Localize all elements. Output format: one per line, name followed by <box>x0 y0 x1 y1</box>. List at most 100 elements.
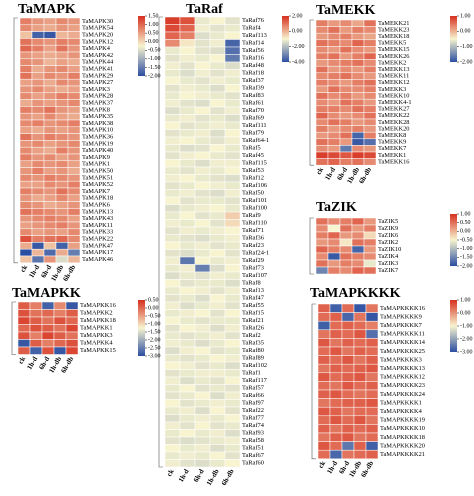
heatmap-cell <box>41 309 55 318</box>
heatmap-cell <box>179 324 196 333</box>
heatmap-cell <box>179 181 196 190</box>
heatmap-cell <box>67 194 81 202</box>
heatmap-cell <box>209 196 226 205</box>
colorbar-label: 0.00 <box>148 39 159 45</box>
heatmap-cell <box>339 145 353 153</box>
heatmap-cell <box>341 398 355 408</box>
row-label: TaRaf79 <box>242 130 264 137</box>
heatmap-cell <box>31 180 45 189</box>
column-label: ck <box>165 468 175 478</box>
heatmap-cell <box>179 211 196 220</box>
heatmap-cell <box>179 429 196 438</box>
heatmap-cell <box>164 421 181 430</box>
heatmap-cell <box>179 226 196 235</box>
heatmap-cell <box>351 26 365 34</box>
heatmap-cell <box>209 204 226 213</box>
heatmap-cell <box>194 234 211 243</box>
heatmap-cell <box>194 151 211 160</box>
dendrogram <box>158 16 163 468</box>
heatmap-cell <box>164 211 181 220</box>
row-label: TaMEKK27 <box>378 106 410 113</box>
heatmap-cell <box>327 46 341 54</box>
heatmap-cell <box>29 301 43 310</box>
heatmap-cell <box>164 136 181 145</box>
heatmap-cell <box>209 279 226 288</box>
heatmap-cell <box>55 248 69 257</box>
heatmap-cell <box>67 51 81 60</box>
colorbar-label: -2.00 <box>460 263 473 269</box>
heatmap-cell <box>315 259 329 268</box>
heatmap-cell <box>164 271 181 280</box>
heatmap-cell <box>194 204 211 213</box>
heatmap-cell <box>55 174 69 182</box>
heatmap-cell <box>55 119 69 128</box>
heatmap-cell <box>209 301 226 310</box>
heatmap-cell <box>353 346 367 356</box>
heatmap-cell <box>179 451 196 460</box>
row-label: TaRaf8 <box>242 280 261 287</box>
row-label: TaRaf97 <box>242 400 265 407</box>
heatmap-panel: TaMAPKTaMAPK30TaMAPK54TaMAPK20TaMAPK12Ta… <box>13 2 161 283</box>
heatmap-cell <box>67 228 81 236</box>
heatmap-cell <box>327 19 341 27</box>
heatmap-cell <box>363 112 377 120</box>
heatmap-cell <box>19 85 33 94</box>
heatmap-cell <box>164 286 181 295</box>
row-label: TaRaf35 <box>242 340 264 347</box>
heatmap-cell <box>164 256 181 265</box>
panel-title: TaMAPKKKK <box>310 286 401 301</box>
heatmap-cell <box>31 167 45 175</box>
heatmap-cell <box>351 19 365 27</box>
heatmap-cell <box>194 361 211 370</box>
heatmap-cell <box>224 16 241 25</box>
heatmap-cell <box>363 105 377 113</box>
heatmap-cell <box>315 52 329 60</box>
heatmap-cell <box>164 444 181 453</box>
heatmap-cell <box>209 24 226 33</box>
heatmap-cell <box>179 271 196 280</box>
heatmap-cell <box>55 99 69 107</box>
heatmap-cell <box>194 309 211 318</box>
heatmap-cell <box>224 159 241 168</box>
heatmap-cell <box>164 406 181 415</box>
heatmap-cell <box>365 381 379 391</box>
row-label: TaMEKK15 <box>378 46 410 53</box>
heatmap-cell <box>19 133 33 141</box>
heatmap-cell <box>194 211 211 220</box>
row-label: TaRaf55 <box>242 302 264 309</box>
heatmap-cell <box>179 309 196 318</box>
heatmap-cell <box>363 79 377 87</box>
heatmap-cell <box>19 248 33 257</box>
heatmap-cell <box>341 406 355 417</box>
row-label: TaRaf45 <box>242 152 264 159</box>
row-label: TaRaf73 <box>242 265 264 272</box>
heatmap-cell <box>31 72 45 80</box>
heatmap-cell <box>194 91 211 100</box>
heatmap-cell <box>41 301 55 310</box>
heatmap-cell <box>43 99 57 107</box>
heatmap-cell <box>164 249 181 258</box>
heatmap-cell <box>31 106 45 114</box>
row-label: TaMEKK13 <box>378 66 410 73</box>
row-label: TaMAPK51 <box>82 174 113 181</box>
row-label: TaMEKK5 <box>378 40 406 47</box>
heatmap-cell <box>315 92 329 100</box>
row-label: TaRaf111 <box>242 122 267 129</box>
column-label: ck <box>19 264 29 274</box>
row-label: TaRaf117 <box>242 377 268 384</box>
heatmap-cell <box>363 245 377 254</box>
colorbar-label: 2.00 <box>292 13 303 19</box>
heatmap-cell <box>179 159 196 168</box>
heatmap-cell <box>339 118 353 126</box>
colorbar-label: -1.50 <box>148 65 161 71</box>
heatmap-cell <box>164 151 181 160</box>
row-label: TaMEKK22 <box>378 112 410 119</box>
panel-title: TaMAPK <box>18 2 76 17</box>
heatmap-cell <box>339 92 353 100</box>
heatmap-cell <box>19 78 33 87</box>
dendrogram <box>11 301 16 355</box>
heatmap-cell <box>329 424 343 434</box>
heatmap-cell <box>351 105 365 113</box>
heatmap-cell <box>43 58 57 66</box>
